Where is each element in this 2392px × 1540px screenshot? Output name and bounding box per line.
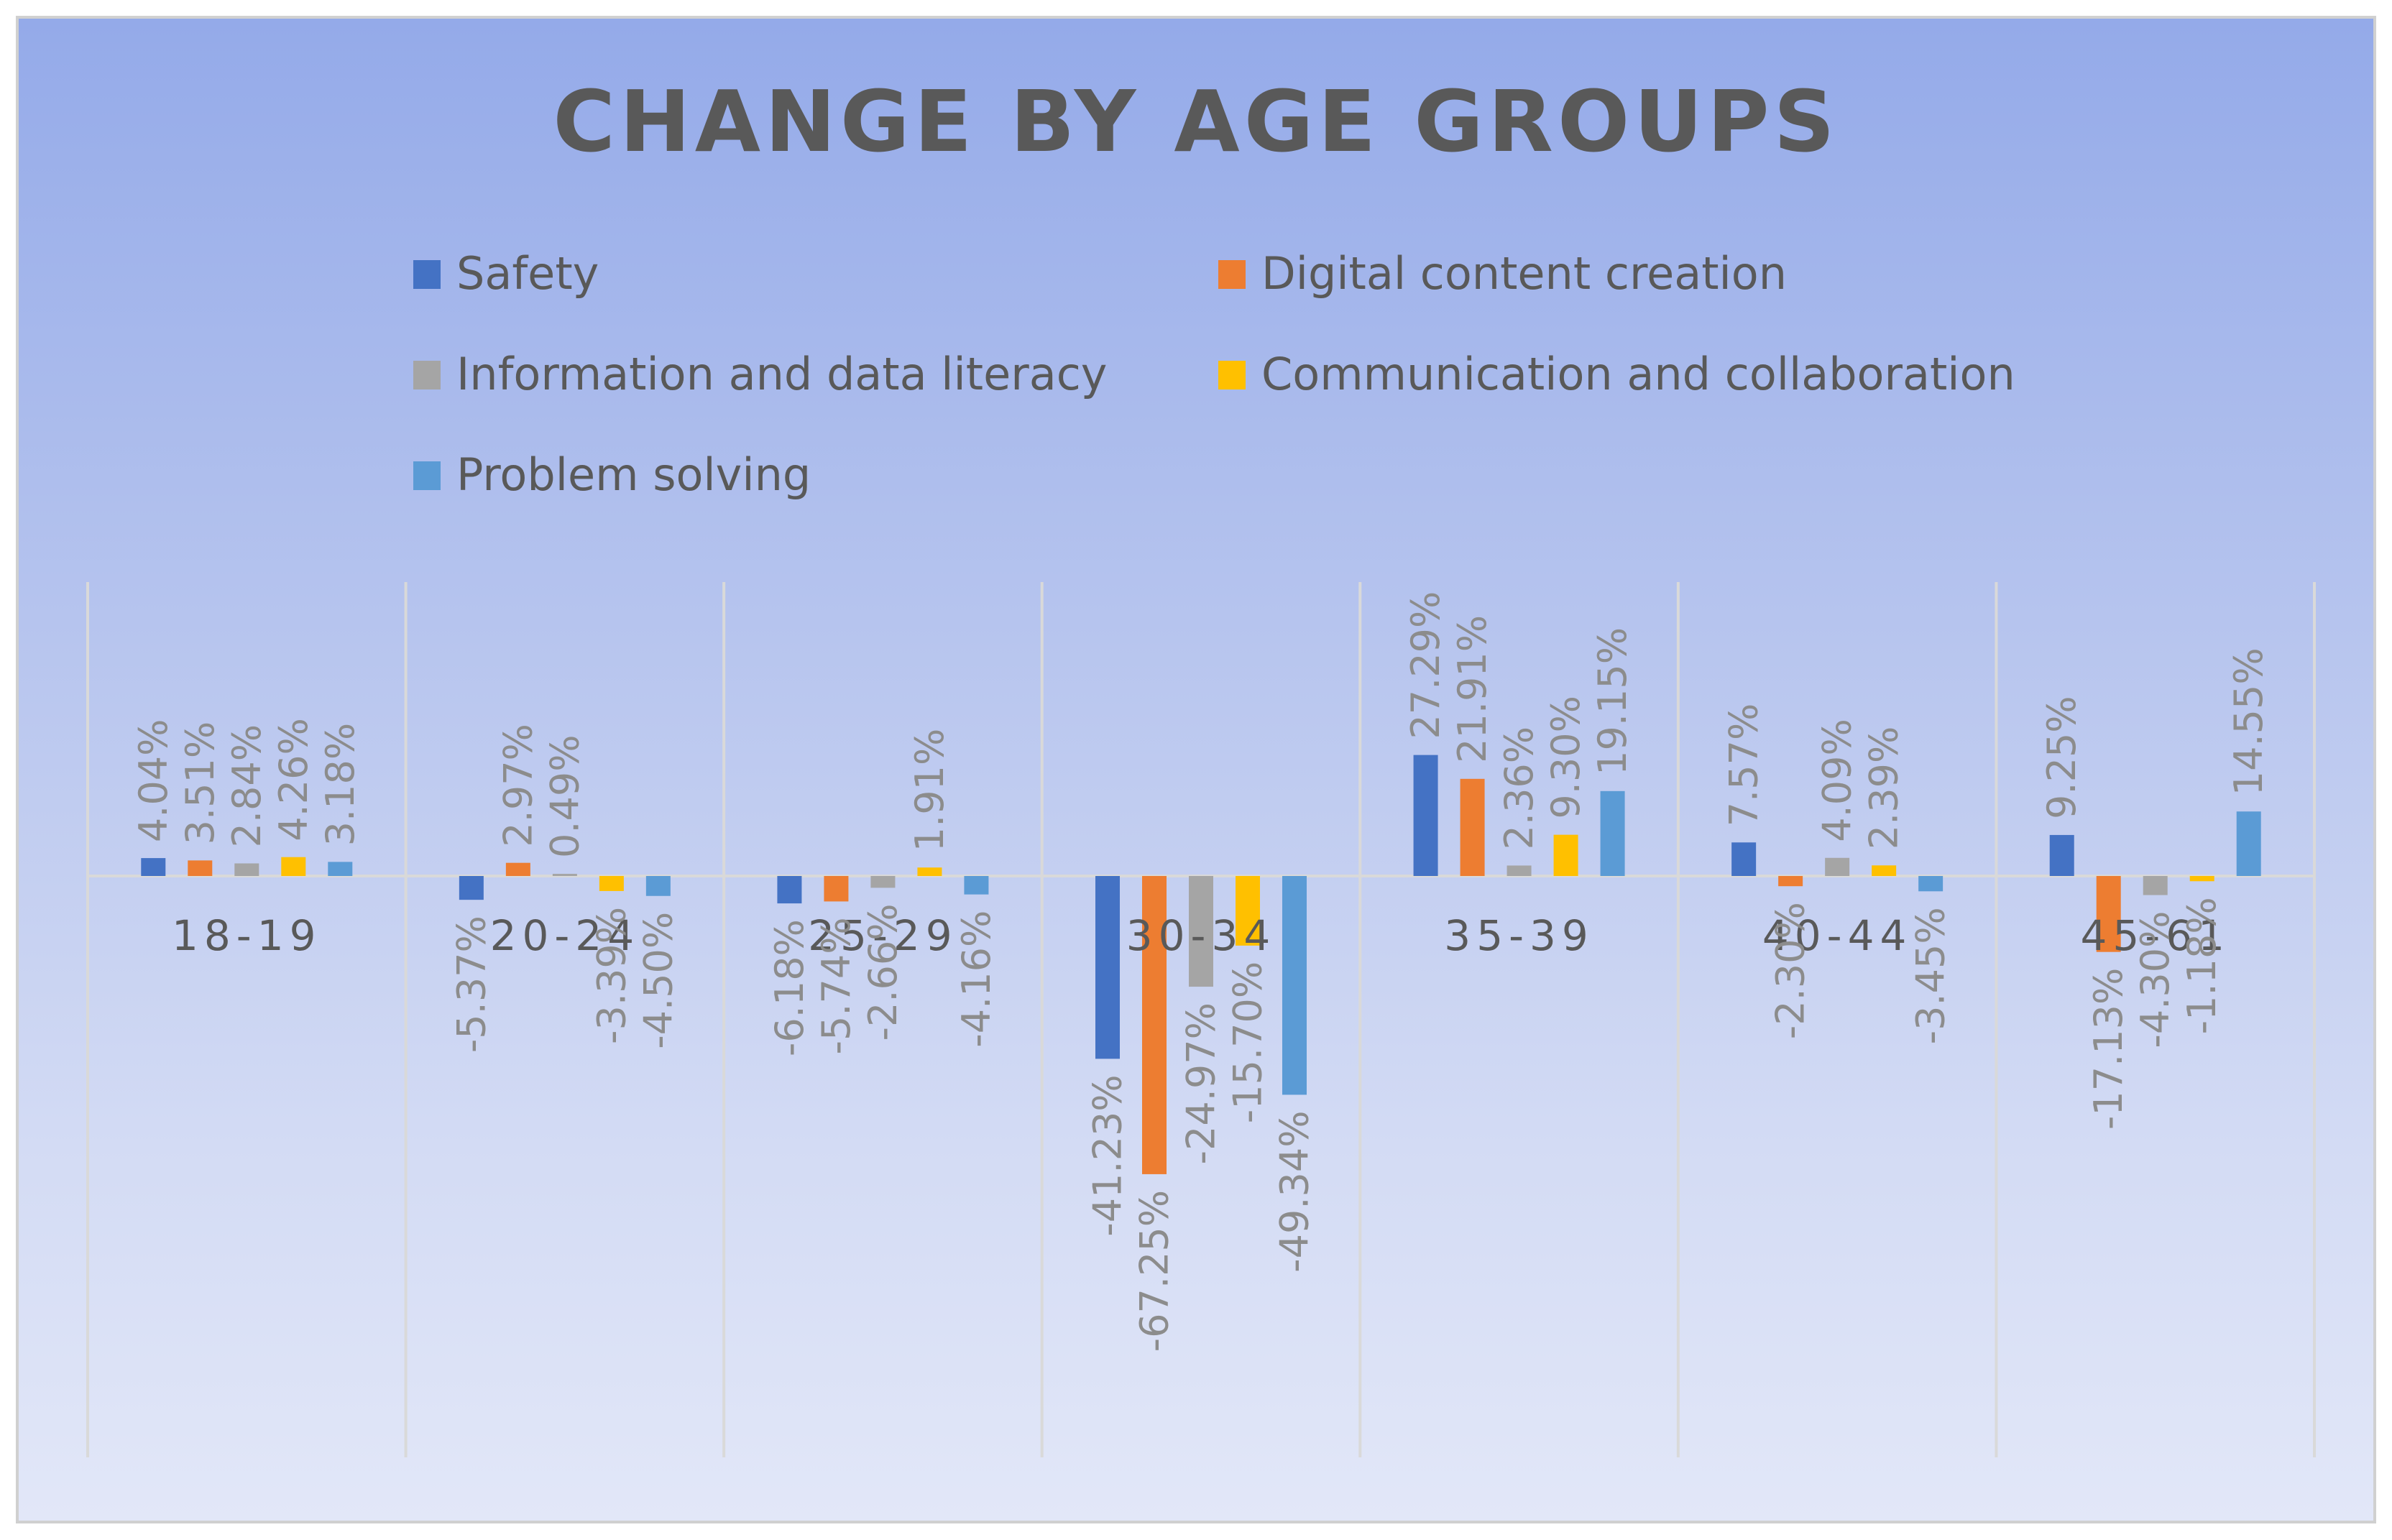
bar-problem-solving-18-19 — [328, 862, 353, 876]
bar-digital-content-creation-18-19 — [188, 860, 213, 876]
bar-safety-20-24 — [459, 876, 484, 900]
bar-safety-30-34 — [1095, 876, 1120, 1059]
legend-swatch-digital-content-creation — [1218, 260, 1246, 289]
bar-digital-content-creation-20-24 — [505, 862, 530, 876]
bar-problem-solving-30-34 — [1282, 876, 1307, 1095]
data-label-problem-solving-35-39: 19.15% — [1590, 627, 1635, 775]
bar-safety-18-19 — [141, 858, 166, 876]
bar-information-and-data-literacy-35-39 — [1506, 865, 1532, 876]
bar-communication-and-collaboration-30-34 — [1236, 876, 1260, 946]
data-label-communication-and-collaboration-18-19: 4.26% — [271, 718, 316, 842]
bar-communication-and-collaboration-20-24 — [599, 876, 624, 891]
legend-swatch-safety — [413, 260, 441, 289]
category-label-45-61: 45-61 — [2080, 911, 2230, 960]
bar-communication-and-collaboration-35-39 — [1553, 834, 1578, 876]
data-label-communication-and-collaboration-45-61: -1.18% — [2179, 897, 2225, 1034]
data-label-problem-solving-25-29: -4.16% — [954, 910, 999, 1048]
bar-digital-content-creation-35-39 — [1460, 778, 1485, 876]
bar-communication-and-collaboration-18-19 — [281, 857, 306, 876]
bar-digital-content-creation-30-34 — [1142, 876, 1167, 1174]
data-label-communication-and-collaboration-30-34: -15.70% — [1225, 962, 1271, 1123]
data-label-problem-solving-45-61: 14.55% — [2226, 647, 2271, 796]
legend-swatch-communication-and-collaboration — [1218, 361, 1246, 389]
data-label-safety-30-34: -41.23% — [1085, 1074, 1131, 1236]
chart-title: CHANGE BY AGE GROUPS — [553, 72, 1839, 171]
data-label-problem-solving-20-24: -4.50% — [635, 912, 681, 1049]
bar-digital-content-creation-45-61 — [2096, 876, 2121, 952]
data-label-digital-content-creation-35-39: 21.91% — [1450, 615, 1495, 763]
data-label-digital-content-creation-25-29: -5.74% — [814, 917, 859, 1054]
bars — [141, 755, 2261, 1174]
data-label-communication-and-collaboration-40-44: 2.39% — [1862, 727, 1907, 850]
data-label-information-and-data-literacy-35-39: 2.36% — [1496, 727, 1542, 850]
bar-safety-35-39 — [1413, 755, 1438, 876]
bar-safety-40-44 — [1731, 842, 1757, 876]
category-label-20-24: 20-24 — [490, 911, 640, 960]
category-label-35-39: 35-39 — [1444, 911, 1594, 960]
data-label-safety-18-19: 4.04% — [131, 719, 176, 843]
data-label-safety-20-24: -5.37% — [448, 916, 494, 1053]
data-label-communication-and-collaboration-35-39: 9.30% — [1543, 696, 1588, 819]
chart-area — [16, 16, 2376, 1523]
bar-safety-45-61 — [2049, 834, 2074, 876]
bar-problem-solving-20-24 — [645, 876, 671, 896]
data-label-problem-solving-18-19: 3.18% — [318, 723, 363, 847]
bar-information-and-data-literacy-20-24 — [552, 873, 577, 876]
data-label-problem-solving-40-44: -3.45% — [1908, 907, 1954, 1044]
legend-label-problem-solving: Problem solving — [456, 448, 811, 501]
category-labels: 18-19 20-24 25-29 30-34 35-39 40-44 45-61 — [172, 911, 2230, 960]
bar-digital-content-creation-25-29 — [824, 876, 849, 902]
category-label-30-34: 30-34 — [1126, 911, 1276, 960]
category-gridlines — [86, 582, 2316, 1457]
legend-swatch-problem-solving — [413, 461, 441, 490]
bar-information-and-data-literacy-45-61 — [2143, 876, 2168, 895]
data-label-digital-content-creation-40-44: -2.30% — [1768, 902, 1813, 1039]
category-label-18-19: 18-19 — [172, 911, 322, 960]
bar-information-and-data-literacy-30-34 — [1189, 876, 1213, 987]
category-label-40-44: 40-44 — [1762, 911, 1913, 960]
legend: Safety Digital content creation Informatio… — [413, 247, 2015, 501]
data-label-safety-35-39: 27.29% — [1403, 591, 1448, 739]
data-label-digital-content-creation-30-34: -67.25% — [1132, 1190, 1177, 1352]
legend-label-information-and-data-literacy: Information and data literacy — [456, 348, 1107, 400]
bar-digital-content-creation-40-44 — [1778, 876, 1803, 887]
bar-communication-and-collaboration-25-29 — [917, 867, 942, 876]
data-label-information-and-data-literacy-30-34: -24.97% — [1179, 1002, 1224, 1164]
data-label-safety-25-29: -6.18% — [767, 919, 812, 1056]
bar-information-and-data-literacy-25-29 — [870, 876, 896, 888]
data-label-digital-content-creation-18-19: 3.51% — [178, 721, 223, 845]
data-labels: 4.04% 3.51% 2.84% 4.26% 3.18% -5.37% 2.97% 0.49… — [131, 591, 2271, 1352]
data-label-safety-45-61: 9.25% — [2039, 696, 2084, 819]
data-label-problem-solving-30-34: -49.34% — [1272, 1110, 1317, 1272]
bar-safety-25-29 — [777, 876, 802, 904]
category-label-25-29: 25-29 — [808, 911, 958, 960]
data-label-communication-and-collaboration-20-24: -3.39% — [589, 907, 634, 1044]
data-label-information-and-data-literacy-45-61: -4.30% — [2133, 911, 2178, 1048]
legend-label-digital-content-creation: Digital content creation — [1261, 247, 1787, 300]
bar-communication-and-collaboration-45-61 — [2189, 876, 2214, 882]
bar-problem-solving-35-39 — [1600, 790, 1625, 876]
data-label-information-and-data-literacy-18-19: 2.84% — [224, 724, 270, 848]
data-label-information-and-data-literacy-20-24: 0.49% — [542, 734, 587, 858]
data-label-communication-and-collaboration-25-29: 1.91% — [907, 729, 952, 852]
bar-problem-solving-25-29 — [964, 876, 989, 895]
data-label-safety-40-44: 7.57% — [1721, 704, 1767, 827]
data-label-digital-content-creation-20-24: 2.97% — [495, 724, 540, 847]
bar-problem-solving-45-61 — [2236, 811, 2261, 876]
bar-information-and-data-literacy-40-44 — [1825, 857, 1850, 876]
bar-communication-and-collaboration-40-44 — [1872, 865, 1897, 876]
data-label-digital-content-creation-45-61: -17.13% — [2086, 968, 2131, 1130]
bar-problem-solving-40-44 — [1918, 876, 1944, 892]
bar-information-and-data-literacy-18-19 — [234, 863, 259, 876]
legend-label-safety: Safety — [456, 247, 599, 300]
legend-label-communication-and-collaboration: Communication and collaboration — [1261, 348, 2015, 400]
legend-swatch-information-and-data-literacy — [413, 361, 441, 389]
data-label-information-and-data-literacy-40-44: 4.09% — [1815, 719, 1860, 842]
data-label-information-and-data-literacy-25-29: -2.66% — [860, 903, 906, 1041]
